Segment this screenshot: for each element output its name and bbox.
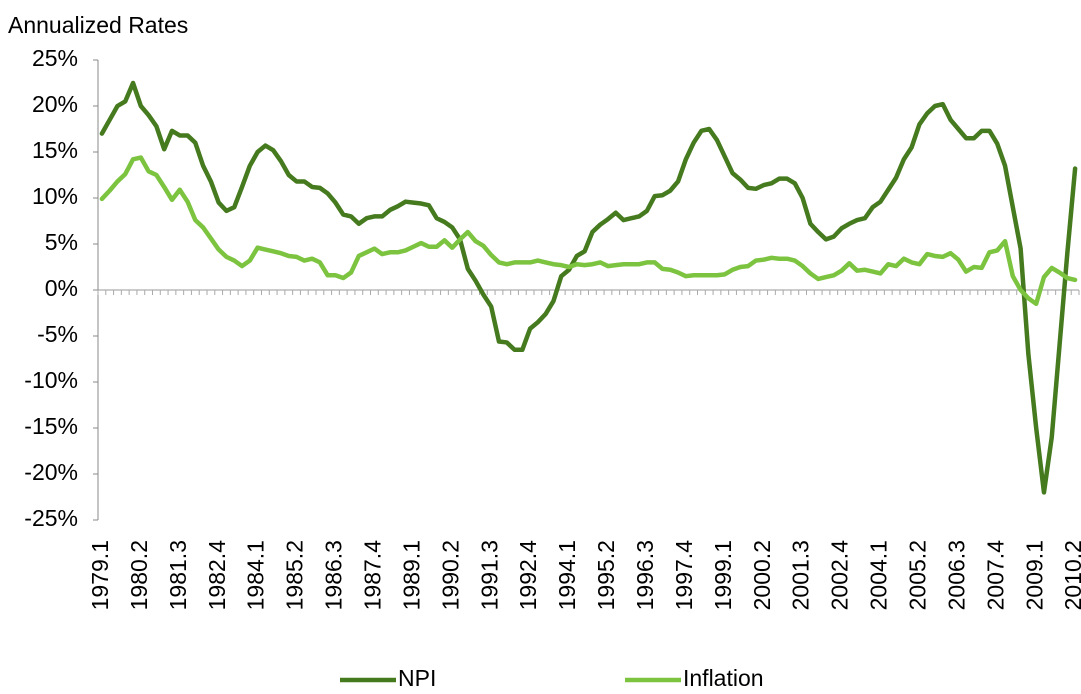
- x-tick-label: 2007.4: [982, 540, 1008, 611]
- x-tick-label: 2006.3: [943, 540, 969, 610]
- x-tick-label: 1985.2: [282, 540, 308, 610]
- legend-label: Inflation: [683, 665, 764, 691]
- x-tick-label: 2005.2: [904, 540, 930, 610]
- y-tick-label: -15%: [24, 413, 78, 439]
- series-line: [99, 155, 1078, 307]
- y-tick-label: 0%: [45, 275, 78, 301]
- x-tick-label: 1997.4: [671, 540, 697, 611]
- x-tick-label: 1981.3: [165, 540, 191, 610]
- x-tick-label: 1995.2: [593, 540, 619, 610]
- y-tick-label: 5%: [45, 229, 78, 255]
- y-tick-label: 10%: [32, 183, 78, 209]
- x-tick-label: 1986.3: [321, 540, 347, 610]
- x-tick-label: 1989.1: [398, 540, 424, 610]
- x-tick-label: 1991.3: [476, 540, 502, 610]
- x-tick-label: 2010.2: [1060, 540, 1081, 610]
- x-tick-label: 2004.1: [866, 540, 892, 610]
- x-tick-label: 1984.1: [243, 540, 269, 610]
- x-tick-label: 2000.2: [749, 540, 775, 610]
- y-tick-label: -5%: [37, 321, 78, 347]
- x-tick-label: 1980.2: [126, 540, 152, 610]
- y-tick-label: -20%: [24, 459, 78, 485]
- series-line: [99, 80, 1078, 495]
- chart-title: Annualized Rates: [8, 12, 188, 38]
- x-tick-label: 1990.2: [437, 540, 463, 610]
- x-tick-label: 1982.4: [204, 540, 230, 611]
- y-tick-label: 15%: [32, 137, 78, 163]
- y-tick-label: 20%: [32, 91, 78, 117]
- x-tick-label: 1996.3: [632, 540, 658, 610]
- x-tick-label: 2009.1: [1021, 540, 1047, 610]
- y-tick-label: -25%: [24, 505, 78, 531]
- y-tick-label: -10%: [24, 367, 78, 393]
- x-tick-label: 2002.4: [827, 540, 853, 611]
- x-tick-label: 2001.3: [788, 540, 814, 610]
- y-tick-label: 25%: [32, 45, 78, 71]
- x-tick-label: 1994.1: [554, 540, 580, 610]
- x-tick-label: 1979.1: [87, 540, 113, 610]
- x-tick-label: 1987.4: [359, 540, 385, 611]
- x-tick-label: 1992.4: [515, 540, 541, 611]
- x-tick-label: 1999.1: [710, 540, 736, 610]
- legend-label: NPI: [398, 665, 436, 691]
